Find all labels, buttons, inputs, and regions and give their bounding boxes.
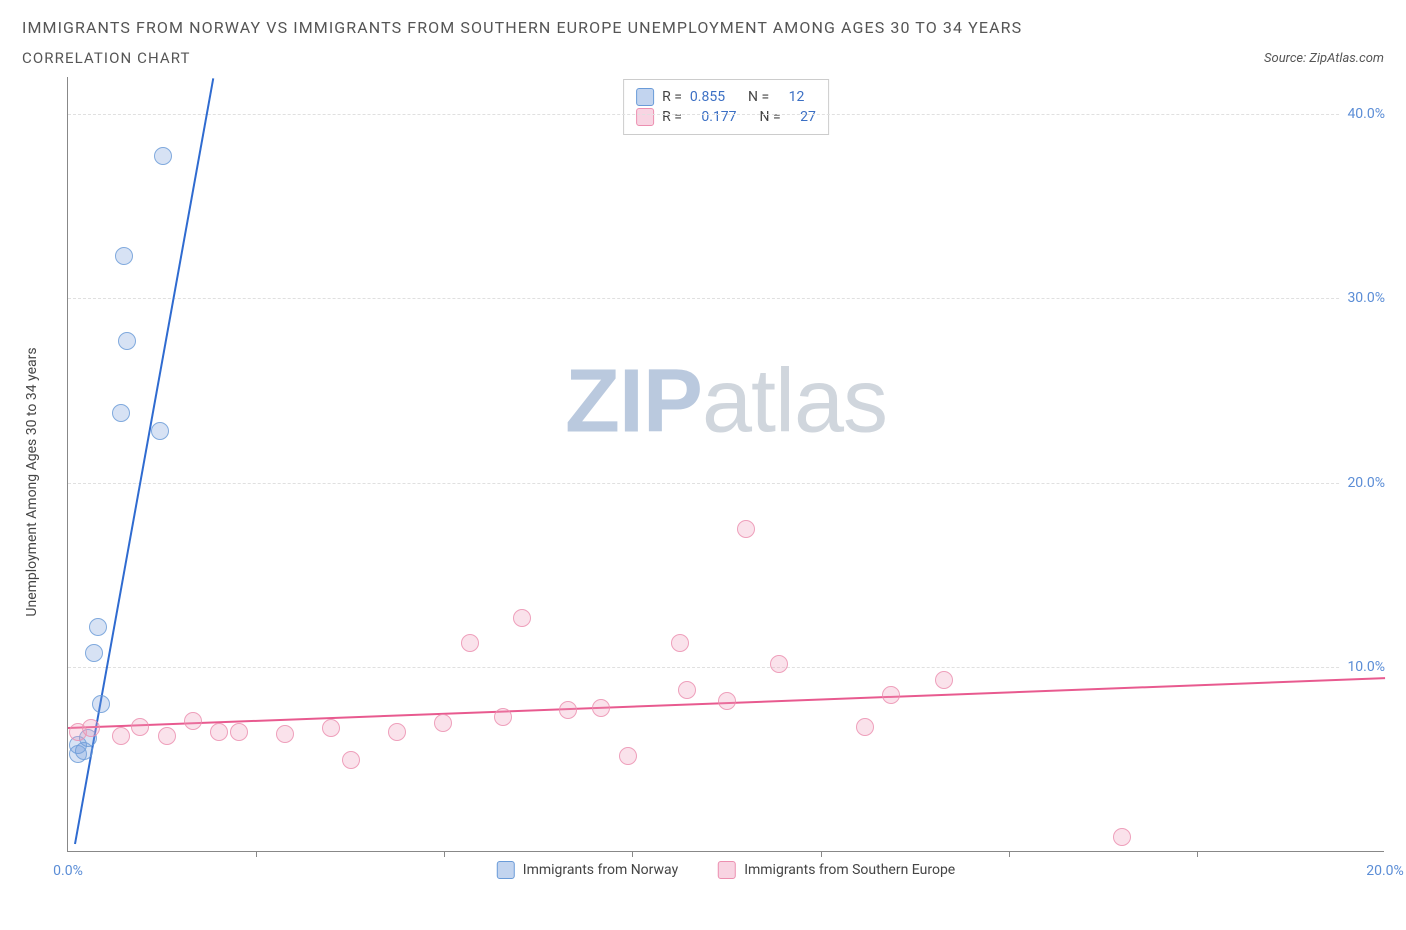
data-point [770, 655, 788, 673]
data-point [619, 747, 637, 765]
watermark: ZIPatlas [565, 351, 887, 454]
y-tick-label: 20.0% [1341, 475, 1385, 491]
data-point [718, 692, 736, 710]
data-point [559, 701, 577, 719]
data-point [82, 719, 100, 737]
data-point [112, 727, 130, 745]
x-tick [1009, 851, 1010, 857]
chart-title-1: IMMIGRANTS FROM NORWAY VS IMMIGRANTS FRO… [22, 18, 1384, 37]
legend-row-2: R = 0.177 N = 27 [636, 108, 816, 126]
y-axis-label: Unemployment Among Ages 30 to 34 years [24, 347, 40, 616]
data-point [184, 712, 202, 730]
y-tick-label: 30.0% [1341, 290, 1385, 306]
data-point [92, 695, 110, 713]
data-point [388, 723, 406, 741]
x-tick [821, 851, 822, 857]
data-point [678, 681, 696, 699]
n-value-1: 12 [789, 89, 805, 105]
data-point [115, 247, 133, 265]
data-point [494, 708, 512, 726]
y-tick-label: 10.0% [1341, 659, 1385, 675]
legend-swatch-blue-2 [497, 861, 515, 879]
data-point [210, 723, 228, 741]
r-value-2: 0.177 [701, 109, 736, 125]
data-point [592, 699, 610, 717]
x-tick [444, 851, 445, 857]
x-tick-label: 20.0% [1366, 863, 1404, 879]
data-point [151, 422, 169, 440]
data-point [158, 727, 176, 745]
data-point [112, 404, 130, 422]
data-point [737, 520, 755, 538]
y-tick-label: 40.0% [1341, 106, 1385, 122]
gridline [68, 298, 1384, 299]
legend-row-1: R = 0.855 N = 12 [636, 88, 816, 106]
legend-stats: R = 0.855 N = 12 R = 0.177 N = 27 [623, 79, 829, 135]
data-point [1113, 828, 1131, 846]
chart-title-2: CORRELATION CHART [22, 49, 191, 67]
r-value-1: 0.855 [690, 89, 725, 105]
x-tick [632, 851, 633, 857]
data-point [461, 634, 479, 652]
chart-area: Unemployment Among Ages 30 to 34 years Z… [22, 77, 1384, 887]
x-tick-label: 0.0% [53, 863, 83, 879]
gridline [68, 483, 1384, 484]
data-point [342, 751, 360, 769]
data-point [85, 644, 103, 662]
legend-item-2: Immigrants from Southern Europe [718, 861, 955, 879]
data-point [935, 671, 953, 689]
data-point [671, 634, 689, 652]
n-value-2: 27 [800, 109, 816, 125]
data-point [89, 618, 107, 636]
data-point [154, 147, 172, 165]
data-point [856, 718, 874, 736]
data-point [276, 725, 294, 743]
gridline [68, 667, 1384, 668]
data-point [322, 719, 340, 737]
legend-swatch-blue [636, 88, 654, 106]
legend-item-1: Immigrants from Norway [497, 861, 678, 879]
legend-swatch-pink [636, 108, 654, 126]
legend-swatch-pink-2 [718, 861, 736, 879]
source-label: Source: ZipAtlas.com [1264, 51, 1384, 66]
x-tick [1197, 851, 1198, 857]
legend-series: Immigrants from Norway Immigrants from S… [497, 861, 955, 879]
data-point [118, 332, 136, 350]
data-point [882, 686, 900, 704]
plot-region: ZIPatlas R = 0.855 N = 12 R = 0.177 N = … [67, 77, 1384, 852]
x-tick [256, 851, 257, 857]
data-point [434, 714, 452, 732]
data-point [230, 723, 248, 741]
data-point [131, 718, 149, 736]
gridline [68, 114, 1384, 115]
data-point [513, 609, 531, 627]
